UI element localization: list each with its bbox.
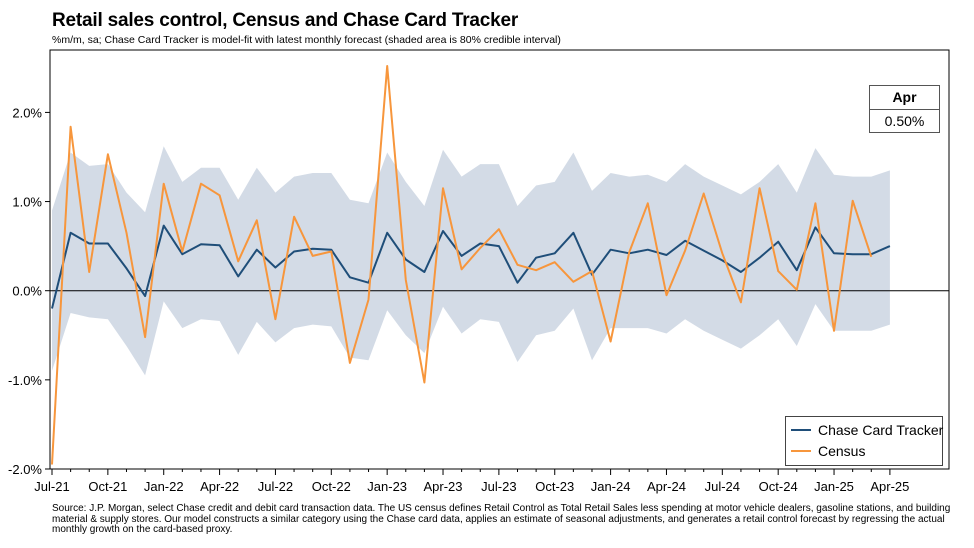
- legend-label-census: Census: [818, 443, 866, 459]
- legend-swatch-tracker: [791, 429, 811, 431]
- credible-interval-layer: [52, 146, 890, 376]
- y-tick-label: 1.0%: [12, 195, 42, 210]
- census-series-layer: [51, 65, 873, 465]
- tracker-series-layer: [51, 224, 891, 309]
- x-tick-label: Jul-24: [705, 479, 740, 494]
- chart-title: Retail sales control, Census and Chase C…: [52, 10, 519, 31]
- x-tick-label: Apr-22: [200, 479, 239, 494]
- x-tick-label: Oct-24: [759, 479, 798, 494]
- tracker-line: [51, 224, 891, 309]
- plot-frame: [49, 49, 950, 470]
- x-tick-label: Jan-22: [144, 479, 184, 494]
- x-tick-label: Jul-21: [34, 479, 69, 494]
- axes-layer: -2.0% -1.0% 0.0% 1.0% 2.0% Jul-21 Oct-21 Jan-22…: [8, 49, 950, 494]
- callout-month: Apr: [870, 86, 939, 110]
- x-tick-label: Jul-23: [481, 479, 516, 494]
- x-tick-label: Jul-22: [258, 479, 293, 494]
- source-note: Source: J.P. Morgan, select Chase credit…: [52, 503, 951, 535]
- legend-swatch-census: [791, 450, 811, 452]
- chart-legend: Chase Card Tracker Census: [785, 416, 943, 466]
- legend-label-tracker: Chase Card Tracker: [818, 422, 944, 438]
- latest-forecast-callout: Apr 0.50%: [869, 85, 940, 133]
- y-tick-label: 0.0%: [12, 284, 42, 299]
- chart-subtitle: %m/m, sa; Chase Card Tracker is model-fi…: [52, 34, 561, 46]
- y-tick-label: -1.0%: [8, 373, 42, 388]
- legend-item-census: Census: [791, 441, 865, 461]
- x-tick-label: Jan-23: [367, 479, 407, 494]
- y-tick-label: 2.0%: [12, 105, 42, 120]
- x-tick-label: Oct-23: [535, 479, 574, 494]
- x-tick-label: Jan-25: [814, 479, 854, 494]
- credible-interval-band: [52, 146, 890, 376]
- legend-item-tracker: Chase Card Tracker: [791, 420, 943, 440]
- x-tick-label: Apr-24: [647, 479, 686, 494]
- x-tick-label: Oct-21: [88, 479, 127, 494]
- x-tick-label: Oct-22: [312, 479, 351, 494]
- x-tick-label: Jan-24: [591, 479, 631, 494]
- census-line: [51, 65, 873, 465]
- y-tick-label: -2.0%: [8, 462, 42, 477]
- x-tick-label: Apr-25: [870, 479, 909, 494]
- x-tick-label: Apr-23: [424, 479, 463, 494]
- callout-value: 0.50%: [884, 113, 925, 129]
